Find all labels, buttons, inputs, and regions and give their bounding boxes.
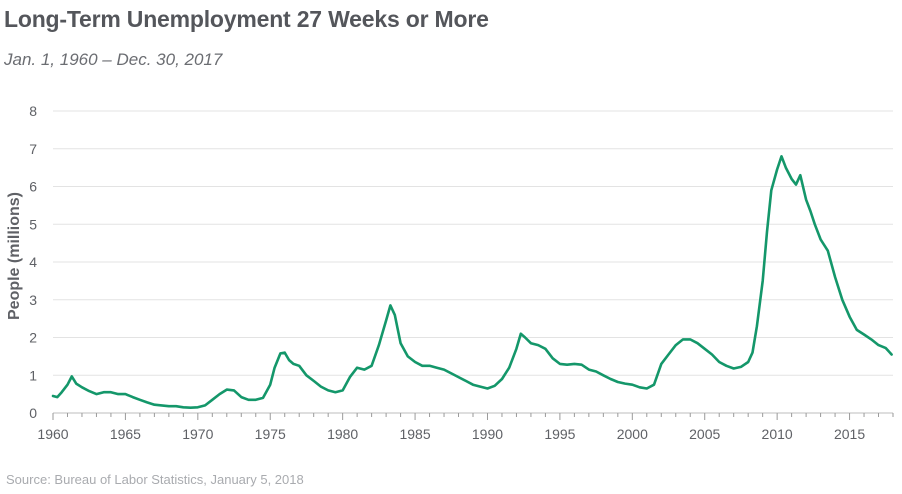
x-tick-label: 2005 [689, 426, 720, 442]
y-tick-label: 5 [29, 216, 37, 232]
x-tick-label: 1985 [399, 426, 430, 442]
x-tick-label: 1970 [182, 426, 213, 442]
x-axis: 1960 1965 1970 1975 1980 1985 1990 1995 2000 2005… [37, 412, 894, 442]
chart-subtitle: Jan. 1, 1960 – Dec. 30, 2017 [4, 50, 223, 69]
y-tick-label: 6 [29, 179, 37, 195]
y-tick-label: 1 [29, 367, 37, 383]
y-tick-label: 2 [29, 330, 37, 346]
x-tick-label: 2010 [762, 426, 793, 442]
x-tick-label: 1975 [255, 426, 286, 442]
gridlines [53, 110, 893, 376]
y-axis-title: People (millions) [6, 192, 23, 320]
y-tick-label: 7 [29, 141, 37, 157]
y-tick-label: 8 [29, 103, 37, 119]
x-tick-label: 1995 [544, 426, 575, 442]
x-tick-label: 1965 [110, 426, 141, 442]
y-tick-label: 4 [29, 254, 37, 270]
y-tick-label: 0 [29, 405, 37, 421]
x-tick-label: 1990 [472, 426, 503, 442]
x-tick-label: 1960 [37, 426, 68, 442]
series-line-0 [51, 155, 893, 410]
source-note: Source: Bureau of Labor Statistics, Janu… [6, 472, 304, 487]
x-tick-label: 2000 [617, 426, 648, 442]
x-tick-label: 1980 [327, 426, 358, 442]
y-tick-label: 3 [29, 292, 37, 308]
chart-title: Long-Term Unemployment 27 Weeks or More [4, 6, 489, 32]
y-axis-ticks: 0 1 2 3 4 5 6 7 8 [29, 103, 37, 421]
x-tick-label: 2015 [834, 426, 865, 442]
series-group [51, 155, 893, 410]
